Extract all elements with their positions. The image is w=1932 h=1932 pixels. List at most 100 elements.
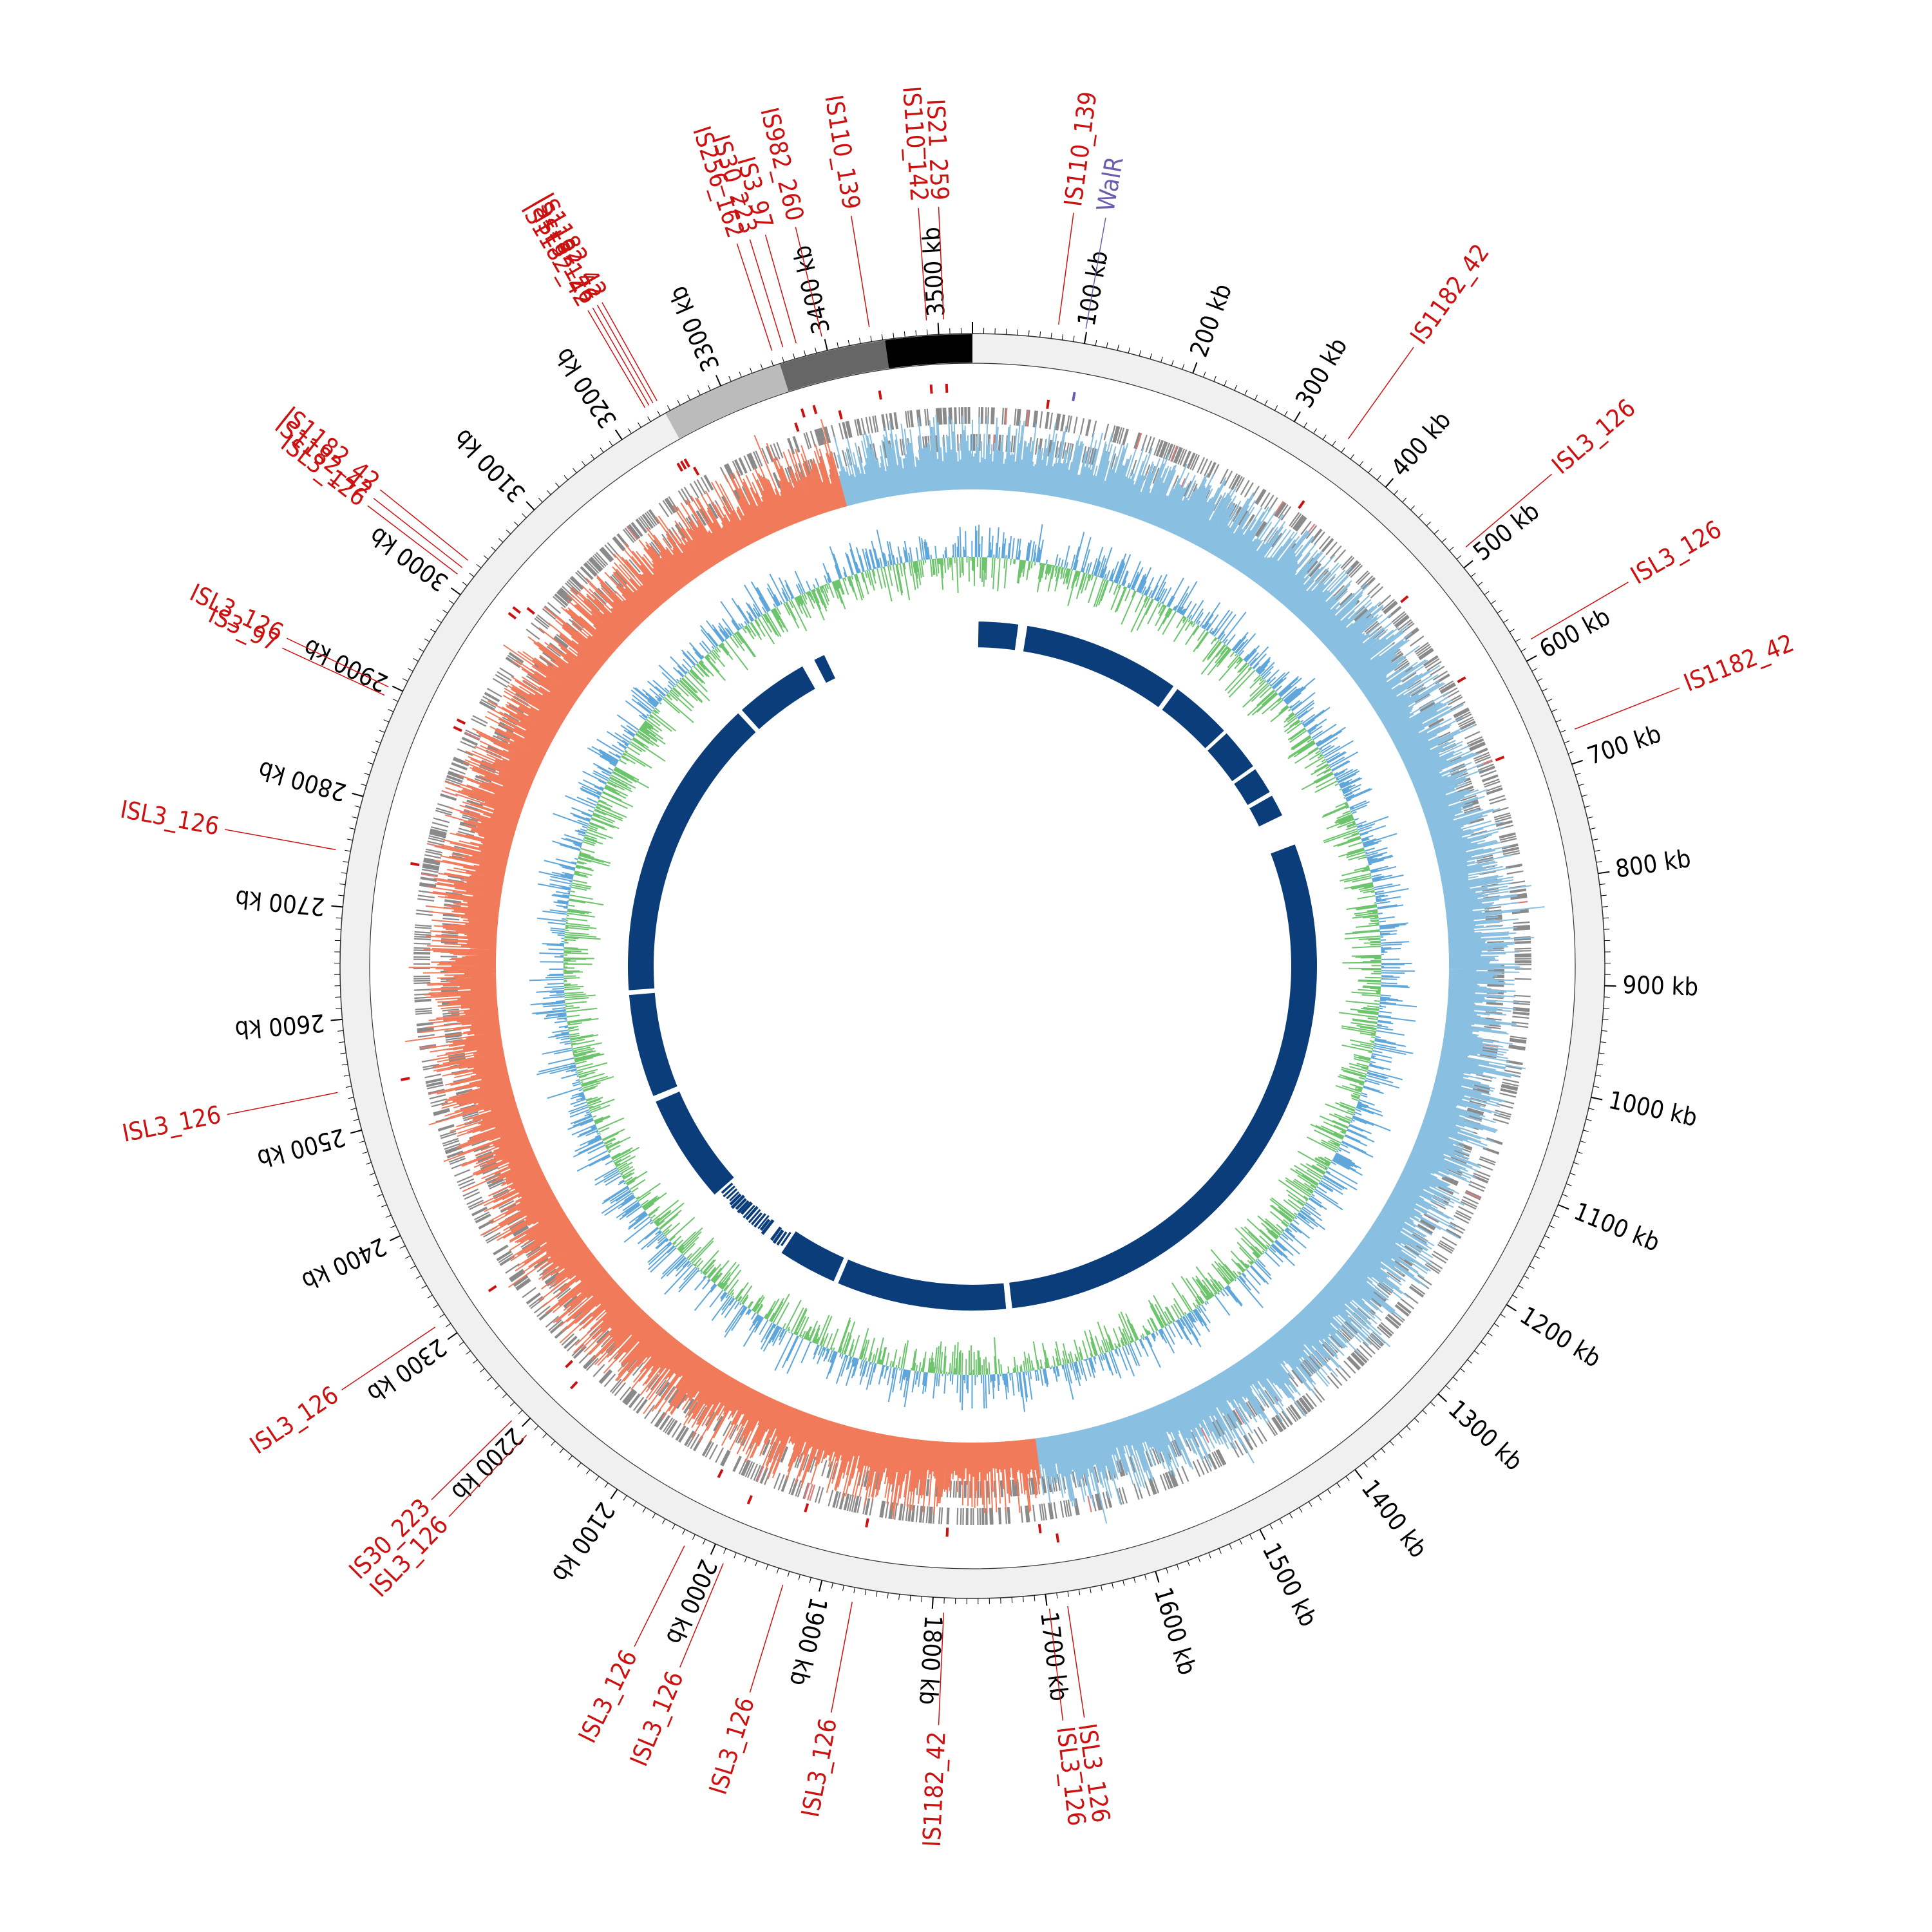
minor-tick [1406, 1425, 1411, 1431]
minor-tick [1549, 1225, 1555, 1229]
is-leader-line [367, 505, 458, 574]
minor-tick [1512, 1294, 1518, 1299]
minor-tick [367, 762, 374, 765]
major-tick [1526, 655, 1537, 662]
gc-content-low [563, 556, 1382, 1376]
is-element-label: ISL3_126 [704, 1694, 760, 1798]
minor-tick [408, 668, 413, 672]
syntenic-fragment [776, 1231, 788, 1246]
contig-light [665, 364, 789, 439]
minor-tick [1166, 1567, 1169, 1574]
tick-label: 1800 kb [914, 1615, 948, 1706]
is-leader-line [1067, 1605, 1085, 1718]
minor-tick [390, 1225, 396, 1229]
minor-tick [336, 1007, 342, 1009]
major-tick [1155, 1571, 1160, 1583]
tick-label: 3100 kb [448, 424, 531, 508]
minor-tick [1402, 497, 1407, 503]
minor-tick [413, 658, 419, 662]
backbone-ring [339, 333, 1605, 1599]
is-element-mark [488, 1285, 497, 1293]
is-element-label: IS1182_42 [918, 1731, 951, 1848]
minor-tick [415, 1275, 422, 1279]
is-leader-line [287, 638, 389, 688]
is-leader-line [601, 302, 658, 401]
is-element-mark [1495, 755, 1505, 762]
minor-tick [1445, 1385, 1450, 1390]
minor-tick [1555, 719, 1562, 723]
minor-tick [1583, 1130, 1589, 1132]
minor-tick [577, 1462, 582, 1468]
minor-tick [1363, 1462, 1368, 1468]
minor-tick [1182, 363, 1185, 370]
minor-tick [1197, 1557, 1201, 1562]
is-element-mark [878, 390, 882, 400]
minor-tick [1456, 555, 1462, 560]
minor-tick [1372, 1455, 1377, 1461]
minor-tick [853, 1587, 856, 1593]
minor-tick [1414, 1417, 1419, 1423]
minor-tick [831, 1582, 833, 1589]
minor-tick [1604, 929, 1610, 930]
minor-tick [1078, 1589, 1081, 1595]
minor-tick [349, 828, 355, 830]
minor-tick [760, 363, 763, 370]
is-leader-line [281, 647, 385, 696]
syntenic-fragment [759, 1218, 771, 1231]
is-leader-line [592, 307, 650, 406]
minor-tick [798, 1574, 800, 1580]
minor-tick [421, 1285, 427, 1289]
minor-tick [436, 619, 442, 623]
minor-tick [564, 475, 569, 480]
minor-tick [793, 353, 795, 359]
minor-tick [1441, 538, 1447, 543]
minor-tick [446, 1323, 451, 1327]
minor-tick [657, 410, 661, 417]
major-tick [1598, 871, 1610, 875]
minor-tick [1560, 730, 1566, 733]
is-leader-line [1048, 1608, 1064, 1721]
minor-tick [1577, 1151, 1583, 1154]
gc-content-track [529, 524, 1417, 1412]
syntenic-block [741, 666, 815, 730]
syntenic-block [1009, 844, 1317, 1309]
minor-tick [430, 629, 436, 632]
is-element-mark [929, 384, 933, 394]
minor-tick [739, 372, 742, 377]
minor-tick [848, 339, 850, 346]
minor-tick [623, 1495, 627, 1501]
minor-tick [782, 356, 784, 363]
syntenic-fragment [729, 1191, 740, 1202]
is-element-mark [800, 408, 806, 418]
syntenic-fragment [721, 1182, 734, 1194]
minor-tick [842, 1585, 844, 1591]
tick-label: 1400 kb [1356, 1474, 1432, 1563]
minor-tick [345, 849, 351, 852]
minor-tick [1274, 405, 1278, 411]
minor-tick [687, 395, 691, 401]
major-tick [1385, 478, 1394, 488]
minor-tick [600, 447, 604, 453]
minor-tick [667, 405, 671, 411]
major-tick [1506, 1304, 1517, 1312]
tick-label: 2600 kb [234, 1009, 326, 1045]
minor-tick [1394, 490, 1399, 495]
is-leader-line [373, 498, 463, 569]
minor-tick [483, 555, 489, 560]
minor-tick [744, 1557, 748, 1562]
is-leader-line [1347, 346, 1414, 440]
major-tick [824, 339, 828, 351]
minor-tick [1578, 783, 1584, 786]
syntenic-fragment [730, 1195, 745, 1209]
minor-tick [476, 564, 482, 569]
syntenic-fragment [729, 1193, 742, 1206]
is-element-mark [865, 1518, 869, 1528]
minor-tick [1389, 1441, 1394, 1446]
minor-tick [1128, 347, 1130, 354]
tick-label: 1700 kb [1035, 1610, 1074, 1703]
minor-tick [383, 719, 390, 723]
minor-tick [1341, 447, 1345, 453]
tick-label: 3500 kb [917, 226, 950, 317]
minor-tick [1581, 794, 1587, 797]
minor-tick [1244, 390, 1248, 395]
